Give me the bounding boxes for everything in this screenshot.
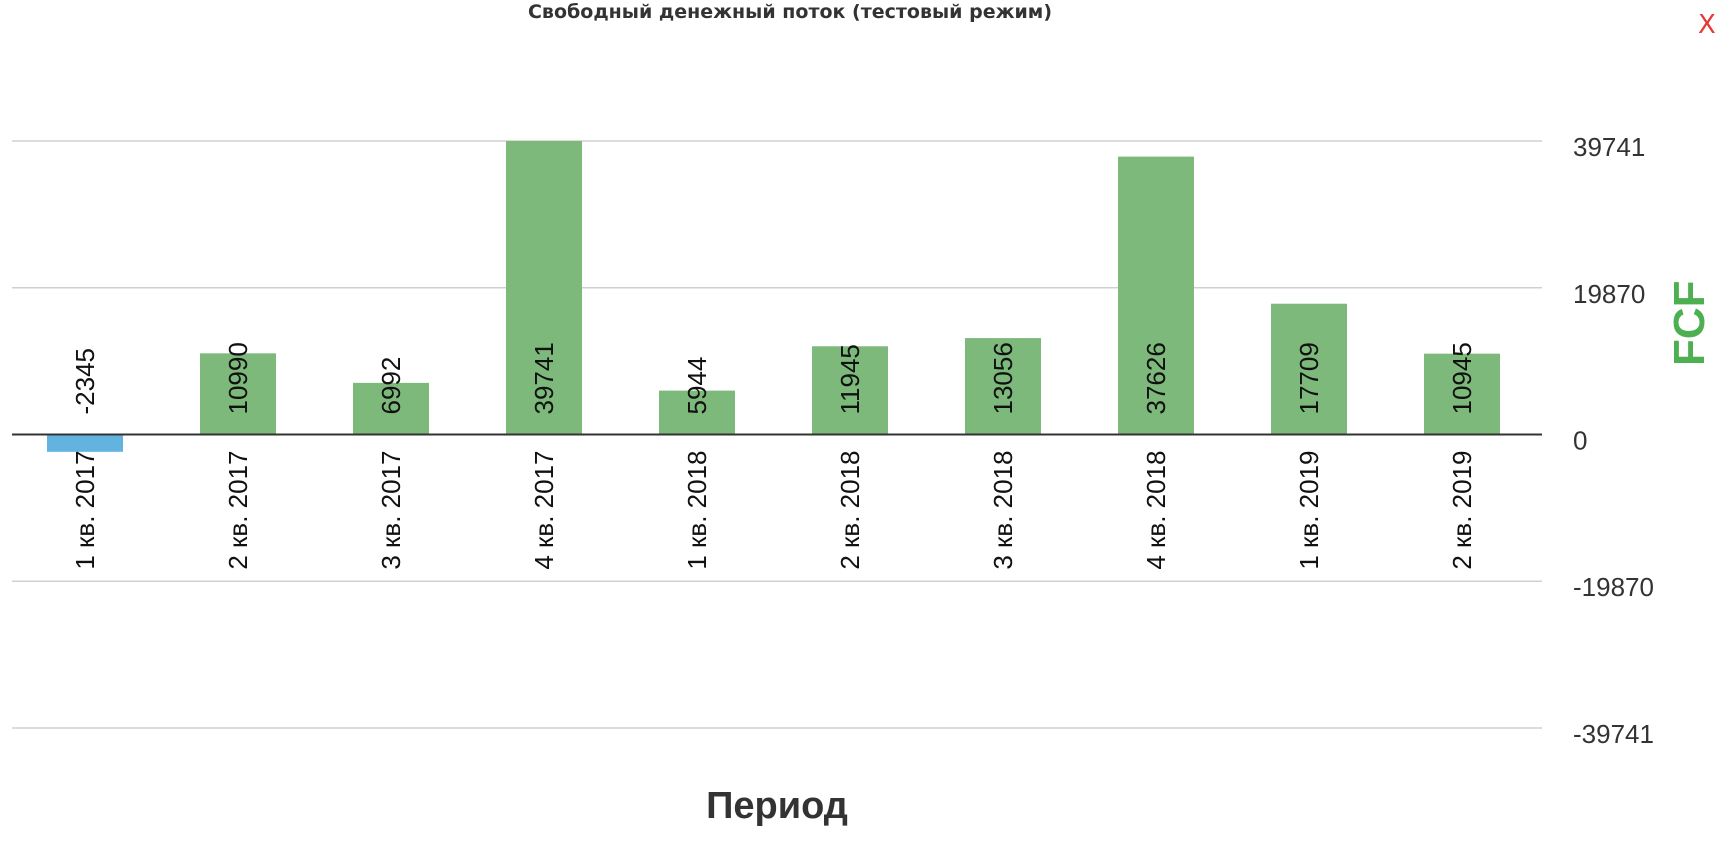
bar[interactable] bbox=[47, 434, 123, 452]
bar[interactable] bbox=[200, 353, 276, 435]
x-tick-label: 1 кв. 2018 bbox=[682, 451, 712, 570]
bar-data-label: 39741 bbox=[529, 342, 559, 414]
bar-data-label: 6992 bbox=[376, 357, 406, 415]
chart-title: Свободный денежный поток (тестовый режим… bbox=[527, 1, 1053, 23]
x-axis-tick-labels: 1 кв. 2017 2 кв. 2017 3 кв. 2017 4 кв. 2017… bbox=[70, 451, 1477, 570]
bar-data-label: 10990 bbox=[223, 342, 253, 414]
x-axis-title: Период bbox=[706, 785, 848, 827]
y-tick-label: -19870 bbox=[1573, 572, 1654, 602]
y-tick-label: 39741 bbox=[1573, 132, 1645, 162]
x-tick-label: 1 кв. 2019 bbox=[1294, 451, 1324, 570]
y-tick-label: 19870 bbox=[1573, 279, 1645, 309]
grid-lines bbox=[12, 140, 1542, 729]
y-tick-label: 0 bbox=[1573, 426, 1587, 456]
bar-data-label: 10945 bbox=[1447, 342, 1477, 414]
bar-data-label: -2345 bbox=[70, 348, 100, 415]
bar-data-label: 5944 bbox=[682, 357, 712, 415]
bar[interactable] bbox=[1424, 353, 1500, 435]
x-tick-label: 4 кв. 2017 bbox=[529, 451, 559, 570]
x-tick-label: 4 кв. 2018 bbox=[1141, 451, 1171, 570]
x-tick-label: 3 кв. 2018 bbox=[988, 451, 1018, 570]
bar-data-labels: -2345 10990 6992 39741 5944 11945 13056 37626 17… bbox=[70, 342, 1477, 414]
bar-data-label: 13056 bbox=[988, 342, 1018, 414]
bar[interactable] bbox=[659, 390, 735, 435]
bar-data-label: 37626 bbox=[1141, 342, 1171, 414]
bar-data-label: 11945 bbox=[835, 344, 865, 414]
bar[interactable] bbox=[506, 141, 582, 435]
x-tick-label: 1 кв. 2017 bbox=[70, 451, 100, 570]
x-tick-label: 2 кв. 2017 bbox=[223, 451, 253, 570]
y-axis-title: FCF bbox=[1665, 280, 1714, 366]
bars bbox=[47, 141, 1500, 452]
x-tick-label: 2 кв. 2018 bbox=[835, 451, 865, 570]
x-tick-label: 3 кв. 2017 bbox=[376, 451, 406, 570]
y-tick-label: -39741 bbox=[1573, 719, 1654, 749]
bar[interactable] bbox=[812, 346, 888, 435]
x-tick-label: 2 кв. 2019 bbox=[1447, 451, 1477, 570]
bar[interactable] bbox=[965, 338, 1041, 435]
bar[interactable] bbox=[353, 382, 429, 435]
bar[interactable] bbox=[1271, 303, 1347, 435]
y-axis-tick-labels: 39741 19870 0 -19870 -39741 bbox=[1573, 132, 1654, 749]
close-button[interactable]: X bbox=[1698, 10, 1716, 40]
bar[interactable] bbox=[1118, 156, 1194, 435]
bar-data-label: 17709 bbox=[1294, 342, 1324, 414]
